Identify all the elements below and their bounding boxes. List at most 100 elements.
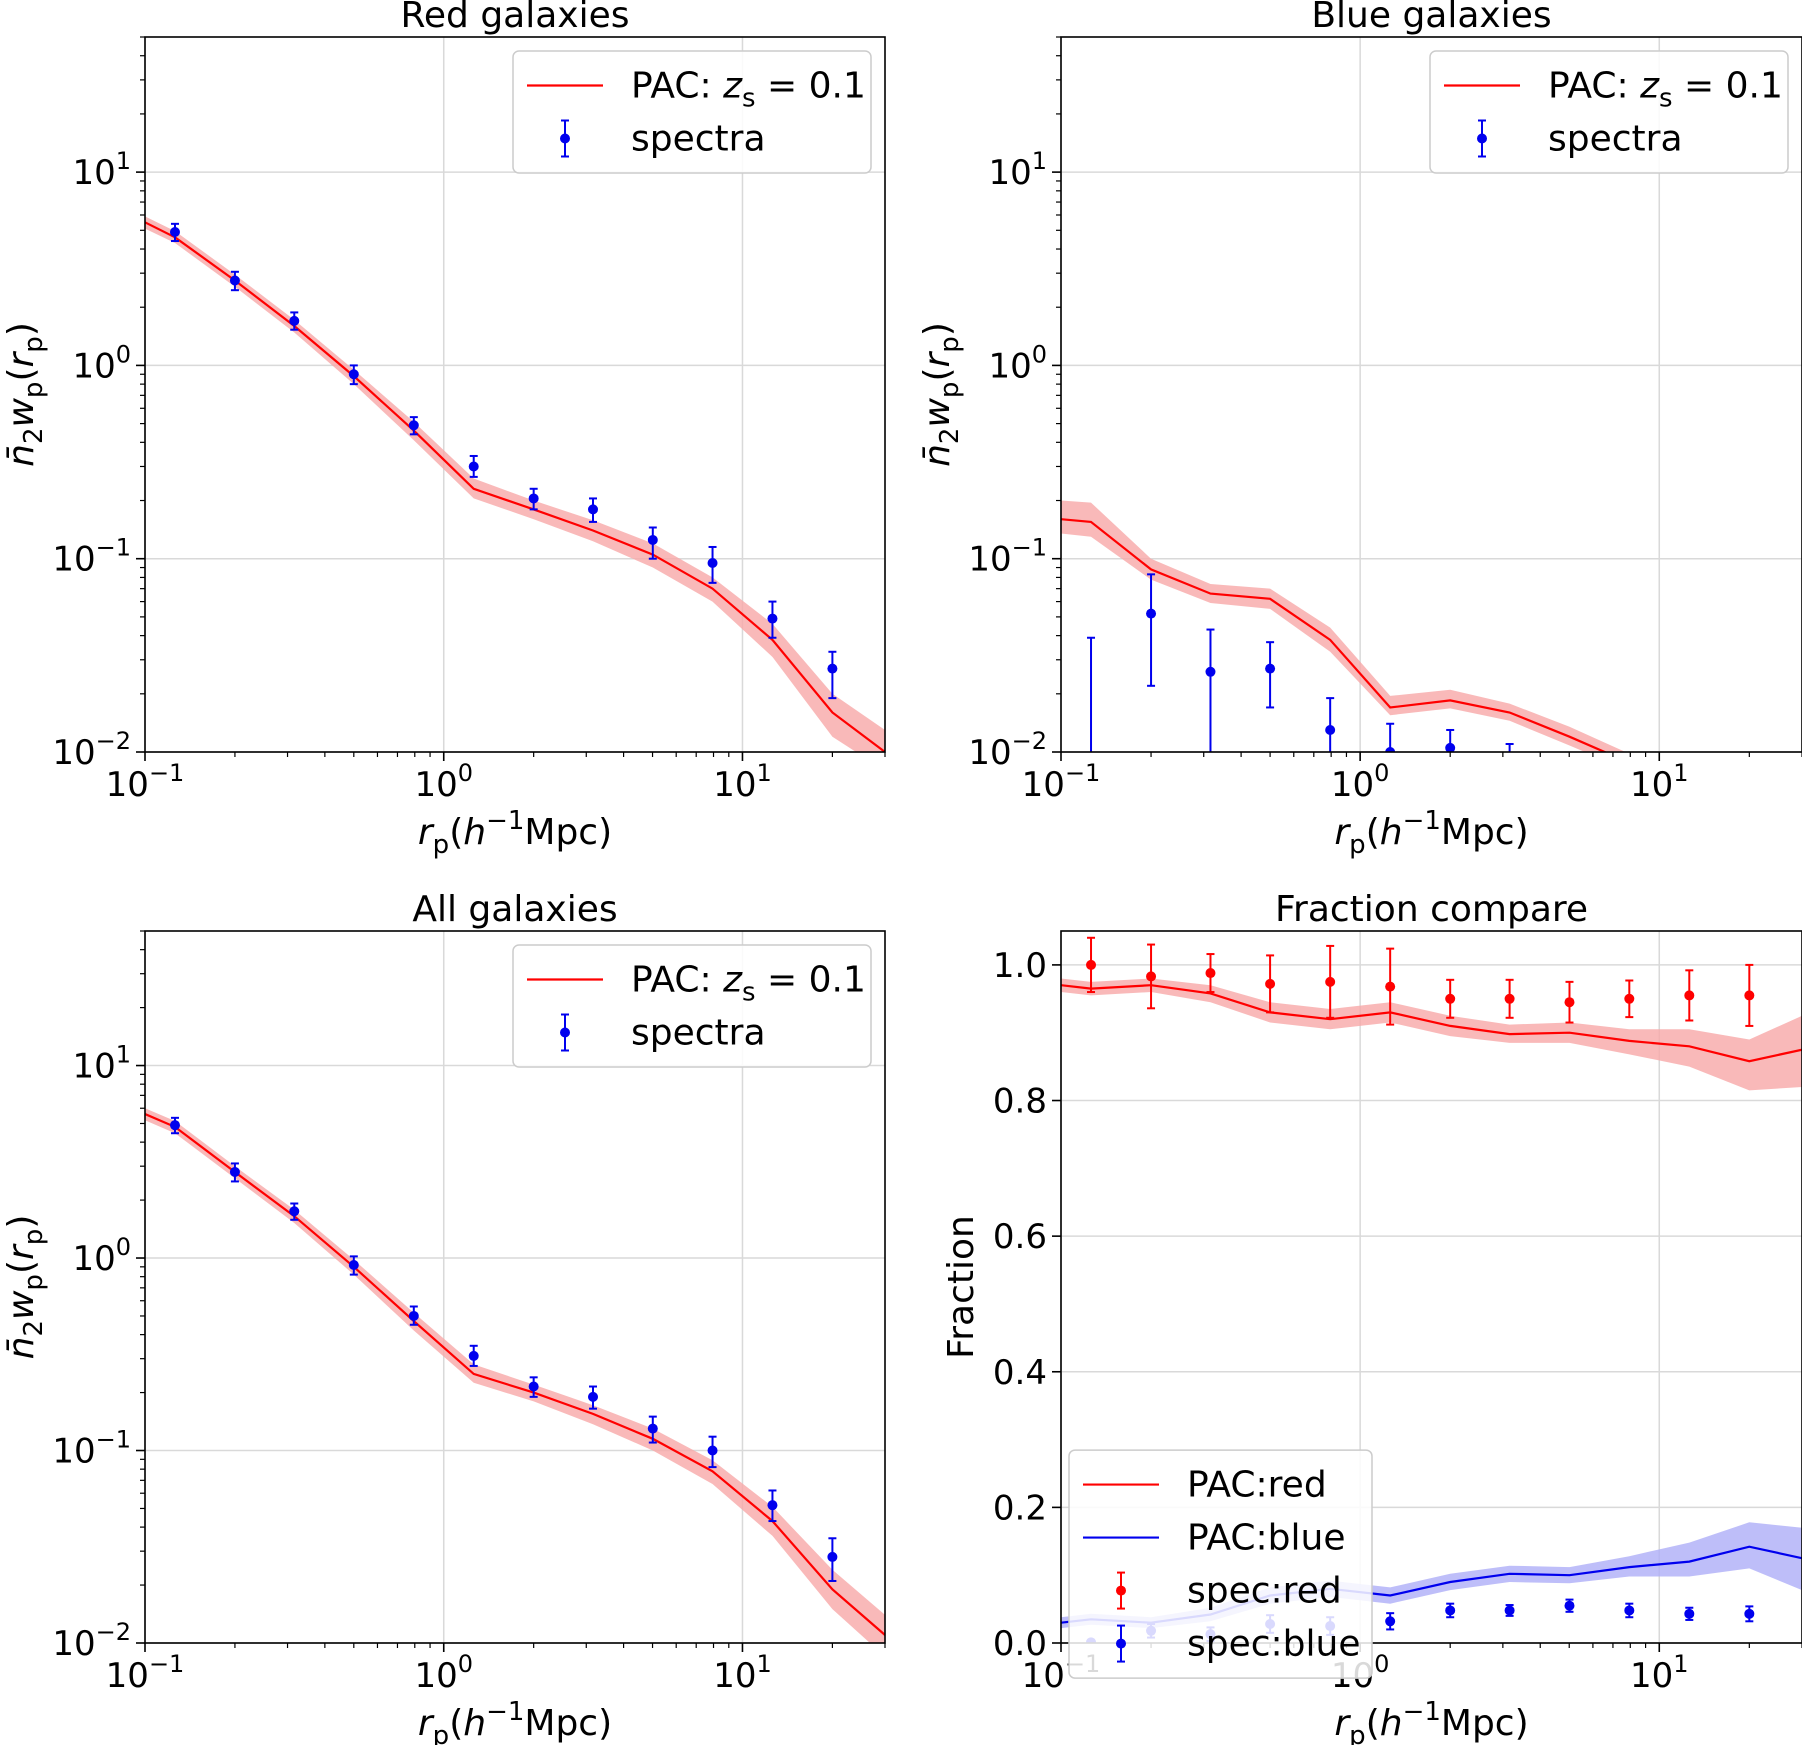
y-tick-label: 100 xyxy=(72,1233,131,1279)
marker xyxy=(289,1206,300,1217)
marker xyxy=(1684,1608,1695,1619)
data-point xyxy=(1146,943,1157,1010)
marker xyxy=(1385,1616,1396,1627)
marker xyxy=(1504,1605,1515,1616)
data-point xyxy=(647,526,658,560)
errorbar-series-spec-red xyxy=(1086,936,1755,1027)
legend: PAC: zs = 0.1 spectra xyxy=(512,944,872,1068)
data-point xyxy=(1445,728,1456,752)
x-tick-label: 101 xyxy=(1630,1650,1689,1696)
marker xyxy=(1146,608,1157,619)
marker xyxy=(827,663,838,674)
legend-marker xyxy=(560,133,570,144)
data-point xyxy=(289,311,300,331)
legend: PAC:red PAC:blue spec:red spec:blue xyxy=(1068,1449,1373,1679)
legend: PAC: zs = 0.1 spectra xyxy=(1429,50,1789,174)
legend-marker xyxy=(1116,1585,1126,1596)
legend-item: spectra xyxy=(560,119,766,160)
legend-label: PAC: zs = 0.1 xyxy=(631,960,866,1008)
marker xyxy=(1684,990,1695,1001)
y-tick-label: 10−2 xyxy=(52,727,131,773)
data-point xyxy=(1385,722,1396,752)
band-pac-red xyxy=(1061,978,1802,1091)
data-layer xyxy=(145,216,885,752)
marker xyxy=(408,420,419,431)
data-point xyxy=(1385,1612,1396,1631)
y-tick-label: 10−1 xyxy=(968,534,1047,580)
legend-item: PAC: zs = 0.1 xyxy=(1444,66,1783,114)
data-point xyxy=(1265,641,1276,709)
marker xyxy=(1385,747,1396,752)
data-point xyxy=(1265,954,1276,1014)
data-layer xyxy=(1061,500,1626,752)
axes-frame xyxy=(144,930,886,1644)
marker xyxy=(1205,666,1216,677)
axes-frame xyxy=(144,36,886,753)
legend-label: spectra xyxy=(631,1013,766,1054)
data-point xyxy=(767,1489,778,1523)
legend-item: PAC:blue xyxy=(1083,1518,1345,1559)
x-axis-label: rp(h−1Mpc) xyxy=(1334,1697,1528,1745)
band-pac xyxy=(145,1108,885,1643)
marker xyxy=(408,1310,419,1321)
data-point xyxy=(408,416,419,436)
legend-marker xyxy=(1477,133,1487,144)
data-point xyxy=(1087,636,1096,752)
data-point xyxy=(588,497,599,523)
data-point xyxy=(1684,1606,1695,1621)
data-layer xyxy=(145,1108,885,1643)
marker xyxy=(229,275,240,286)
data-point xyxy=(827,1537,838,1582)
marker xyxy=(1624,1605,1635,1616)
x-axis-label: rp(h−1Mpc) xyxy=(1334,806,1528,860)
errorbar-series-spectra xyxy=(169,1116,838,1582)
legend-box xyxy=(1429,50,1789,174)
marker xyxy=(348,1259,359,1270)
line-pac xyxy=(1061,518,1608,752)
data-point xyxy=(229,270,240,292)
legend-item: PAC:red xyxy=(1083,1465,1327,1506)
errorbar-series-spectra xyxy=(1087,573,1514,752)
y-tick-label: 0.0 xyxy=(993,1624,1047,1664)
band-pac xyxy=(145,216,885,752)
marker xyxy=(1265,978,1276,989)
data-point xyxy=(1146,573,1157,687)
marker xyxy=(169,1120,180,1131)
legend-box xyxy=(1068,1449,1373,1679)
data-point xyxy=(468,1344,479,1367)
chart-title: Red galaxies xyxy=(400,0,629,36)
y-tick-label: 0.8 xyxy=(993,1082,1047,1122)
y-tick-label: 101 xyxy=(72,147,131,193)
data-point xyxy=(289,1202,300,1221)
marker xyxy=(1624,993,1635,1004)
marker xyxy=(1744,1608,1755,1619)
marker xyxy=(1325,724,1336,735)
marker xyxy=(647,1423,658,1434)
x-tick-label: 10−1 xyxy=(1022,759,1101,805)
marker xyxy=(588,1391,599,1402)
data-point xyxy=(1325,944,1336,1019)
data-point xyxy=(1624,979,1635,1019)
marker xyxy=(1445,993,1456,1004)
y-tick-label: 100 xyxy=(72,340,131,386)
marker xyxy=(1564,1600,1575,1611)
y-tick-label: 0.4 xyxy=(993,1353,1047,1393)
marker xyxy=(827,1551,838,1562)
data-point xyxy=(229,1162,240,1183)
errorbar-series-spectra xyxy=(169,222,838,700)
data-point xyxy=(1445,1602,1456,1619)
legend-label: spectra xyxy=(1548,119,1683,160)
line-pac xyxy=(145,1112,885,1636)
marker xyxy=(588,504,599,515)
marker xyxy=(169,226,180,237)
legend-box xyxy=(512,50,872,174)
data-point xyxy=(408,1305,419,1326)
y-tick-label: 101 xyxy=(988,147,1047,193)
marker xyxy=(1086,959,1097,970)
data-point xyxy=(169,222,180,243)
x-axis-label: rp(h−1Mpc) xyxy=(418,1697,612,1745)
x-tick-label: 100 xyxy=(414,1650,473,1696)
data-point xyxy=(1684,969,1695,1022)
